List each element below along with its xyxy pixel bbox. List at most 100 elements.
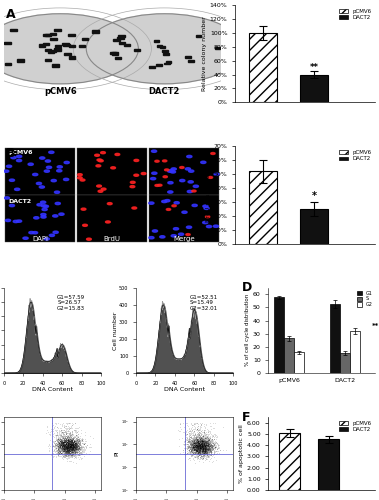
Point <box>74 428 80 436</box>
Point <box>190 437 196 445</box>
Point <box>64 438 70 446</box>
Point <box>199 448 205 456</box>
Point <box>203 420 209 428</box>
Point <box>198 447 204 455</box>
Point <box>64 446 70 454</box>
Point <box>193 446 199 454</box>
Point <box>65 438 71 446</box>
Point <box>73 448 79 456</box>
Point <box>197 434 204 442</box>
Point <box>211 442 218 450</box>
Point <box>195 442 201 450</box>
Point <box>66 446 72 454</box>
Point <box>74 448 80 456</box>
Bar <box>64 53 71 55</box>
Bar <box>162 50 168 51</box>
Point <box>67 440 74 448</box>
Point <box>192 444 198 452</box>
Point <box>182 434 188 442</box>
Point <box>66 447 72 455</box>
Point <box>61 440 67 448</box>
Point <box>73 442 79 450</box>
Point <box>79 450 85 458</box>
Point <box>49 455 55 463</box>
Point <box>68 452 74 460</box>
Point <box>203 448 209 456</box>
Point <box>212 437 218 445</box>
Point <box>67 438 74 446</box>
Point <box>189 445 195 453</box>
Point <box>66 440 72 448</box>
Point <box>197 439 203 447</box>
Point <box>71 450 77 458</box>
Point <box>203 442 209 450</box>
Point <box>186 438 192 446</box>
Point <box>75 439 81 447</box>
Point <box>194 438 200 446</box>
Point <box>186 443 192 451</box>
Point <box>213 438 219 446</box>
Point <box>186 434 192 442</box>
Point <box>65 436 71 444</box>
Point <box>60 438 66 446</box>
Circle shape <box>41 214 46 216</box>
Point <box>72 432 78 440</box>
Point <box>199 443 205 451</box>
Point <box>190 440 196 448</box>
Point <box>187 448 193 456</box>
Point <box>60 428 66 436</box>
Point <box>194 436 200 444</box>
Point <box>208 425 214 433</box>
Point <box>61 442 67 450</box>
Point <box>199 442 205 450</box>
Point <box>202 454 208 462</box>
Point <box>210 440 216 448</box>
Point <box>66 438 72 446</box>
Point <box>198 447 204 455</box>
Point <box>201 452 207 460</box>
Point <box>188 420 194 428</box>
Point <box>201 448 207 456</box>
Point <box>63 449 69 457</box>
Point <box>196 428 202 436</box>
Point <box>190 448 196 456</box>
Point <box>65 440 71 448</box>
Point <box>74 432 80 440</box>
Point <box>208 440 214 448</box>
Point <box>83 444 89 452</box>
Point <box>201 442 207 450</box>
Point <box>67 444 73 452</box>
Point <box>191 440 197 448</box>
Point <box>55 446 61 454</box>
Point <box>204 432 210 440</box>
Point <box>65 441 71 449</box>
Point <box>63 448 69 456</box>
Point <box>202 441 208 449</box>
Point <box>192 444 198 452</box>
Point <box>200 443 206 451</box>
Point <box>72 441 78 449</box>
Point <box>64 445 70 453</box>
Point <box>194 425 200 433</box>
Point <box>197 446 204 454</box>
Point <box>87 432 93 440</box>
Point <box>205 444 211 452</box>
Point <box>60 434 66 442</box>
Point <box>198 444 204 452</box>
Point <box>73 432 79 440</box>
Point <box>64 433 70 441</box>
Point <box>55 434 61 442</box>
Point <box>199 420 205 428</box>
Point <box>64 446 70 454</box>
Point <box>200 440 206 448</box>
Point <box>75 434 81 442</box>
Point <box>67 424 73 432</box>
Point <box>59 440 65 448</box>
Point <box>193 452 199 460</box>
Point <box>64 436 70 444</box>
Point <box>73 435 79 443</box>
Point <box>58 438 64 446</box>
Point <box>60 445 66 453</box>
Point <box>62 440 68 448</box>
Point <box>64 448 70 456</box>
